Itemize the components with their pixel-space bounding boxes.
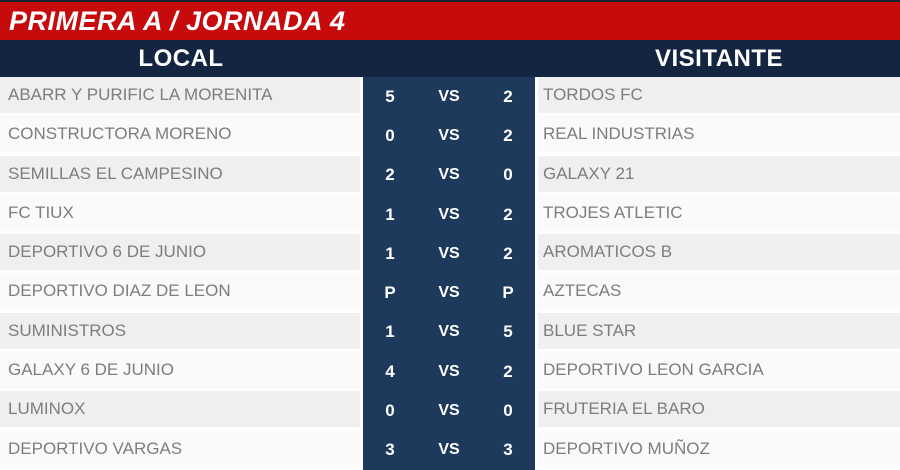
score-block: 3 VS 3 [363,430,535,470]
local-team-name: FC TIUX [0,194,360,231]
local-team-name: DEPORTIVO DIAZ DE LEON [0,273,360,310]
visitor-team-name: GALAXY 21 [538,155,900,192]
score-block: 0 VS 0 [363,391,535,431]
local-score: 1 [385,322,395,342]
vs-label: VS [438,441,460,459]
visitor-score: 0 [503,401,513,421]
local-score: 0 [385,125,395,145]
score-block: 1 VS 2 [363,194,535,235]
vs-label: VS [438,402,460,420]
visitor-team-name: TORDOS FC [538,77,900,113]
local-team-name: LUMINOX [0,391,360,428]
local-team-name: ABARR Y PURIFIC LA MORENITA [0,77,360,113]
local-score: P [384,283,396,303]
vs-label: VS [438,244,460,262]
local-team-name: CONSTRUCTORA MORENO [0,116,360,153]
vs-label: VS [438,126,460,144]
local-team-name: SEMILLAS EL CAMPESINO [0,155,360,192]
local-team-name: DEPORTIVO 6 DE JUNIO [0,234,360,271]
table-row: DEPORTIVO DIAZ DE LEON P VS P AZTECAS [0,273,900,313]
visitor-team-name: REAL INDUSTRIAS [538,116,900,153]
local-team-name: GALAXY 6 DE JUNIO [0,352,360,389]
score-block: 1 VS 2 [363,234,535,274]
visitor-score: 2 [503,361,513,381]
vs-label: VS [438,87,460,105]
table-row: DEPORTIVO 6 DE JUNIO 1 VS 2 AROMATICOS B [0,234,900,274]
local-team-name: DEPORTIVO VARGAS [0,430,360,467]
visitor-score: 3 [503,440,513,460]
header-spacer [362,40,538,77]
vs-label: VS [438,284,460,302]
local-team-name: SUMINISTROS [0,312,360,349]
local-score: 2 [385,165,395,185]
title-bar: PRIMERA A / JORNADA 4 [0,0,900,40]
visitor-team-name: AZTECAS [538,273,900,310]
table-row: CONSTRUCTORA MORENO 0 VS 2 REAL INDUSTRI… [0,116,900,156]
vs-label: VS [438,362,460,380]
table-row: FC TIUX 1 VS 2 TROJES ATLETIC [0,194,900,235]
visitor-score: P [502,283,514,303]
vs-label: VS [438,166,460,184]
score-block: 0 VS 2 [363,116,535,156]
local-score: 0 [385,401,395,421]
visitor-score: 5 [503,322,513,342]
local-score: 1 [385,243,395,263]
visitor-score: 2 [503,86,513,106]
score-block: P VS P [363,273,535,313]
visitor-team-name: DEPORTIVO MUÑOZ [538,430,900,467]
visitante-column-header: VISITANTE [654,45,784,72]
visitor-score: 2 [503,204,513,224]
page-title: PRIMERA A / JORNADA 4 [9,5,346,36]
vs-label: VS [438,323,460,341]
visitor-score: 2 [503,125,513,145]
visitor-team-name: FRUTERIA EL BARO [538,391,900,428]
visitor-team-name: BLUE STAR [538,312,900,349]
table-row: GALAXY 6 DE JUNIO 4 VS 2 DEPORTIVO LEON … [0,352,900,392]
visitor-score: 2 [503,243,513,263]
local-score: 4 [385,361,395,381]
table-row: SEMILLAS EL CAMPESINO 2 VS 0 GALAXY 21 [0,155,900,195]
table-row: ABARR Y PURIFIC LA MORENITA 5 VS 2 TORDO… [0,77,900,117]
local-column-header: LOCAL [138,45,224,72]
vs-label: VS [438,205,460,223]
match-rows: ABARR Y PURIFIC LA MORENITA 5 VS 2 TORDO… [0,77,900,470]
table-row: SUMINISTROS 1 VS 5 BLUE STAR [0,312,900,353]
local-score: 5 [385,86,395,106]
column-header-row: LOCAL VISITANTE [0,40,900,77]
local-score: 3 [385,440,395,460]
visitor-team-name: AROMATICOS B [538,234,900,271]
visitor-team-name: TROJES ATLETIC [538,194,900,231]
visitor-score: 0 [503,165,513,185]
score-block: 1 VS 5 [363,312,535,353]
local-score: 1 [385,204,395,224]
table-row: LUMINOX 0 VS 0 FRUTERIA EL BARO [0,391,900,431]
score-block: 4 VS 2 [363,352,535,392]
score-block: 2 VS 0 [363,155,535,195]
table-row: DEPORTIVO VARGAS 3 VS 3 DEPORTIVO MUÑOZ [0,430,900,470]
score-block: 5 VS 2 [363,77,535,117]
visitor-team-name: DEPORTIVO LEON GARCIA [538,352,900,389]
